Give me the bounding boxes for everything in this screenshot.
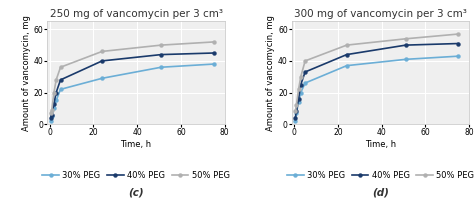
Line: 40% PEG: 40% PEG (49, 51, 216, 120)
40% PEG (296, 98, 301, 100)
50% PEG (344, 44, 349, 46)
50% PEG (211, 41, 217, 43)
30% PEG (49, 115, 55, 117)
50% PEG (99, 50, 105, 53)
40% PEG (99, 60, 105, 62)
30% PEG (293, 112, 299, 114)
Title: 300 mg of vancomycin per 3 cm³: 300 mg of vancomycin per 3 cm³ (294, 9, 467, 19)
40% PEG (292, 116, 298, 119)
40% PEG (302, 71, 308, 73)
30% PEG (456, 55, 461, 57)
50% PEG (158, 44, 164, 46)
40% PEG (51, 102, 57, 105)
40% PEG (48, 116, 54, 119)
30% PEG (51, 107, 57, 110)
Line: 30% PEG: 30% PEG (49, 62, 216, 123)
30% PEG (344, 64, 349, 67)
30% PEG (48, 120, 54, 122)
30% PEG (403, 58, 409, 61)
30% PEG (298, 91, 304, 94)
50% PEG (298, 75, 304, 78)
Line: 40% PEG: 40% PEG (293, 42, 460, 120)
30% PEG (58, 88, 64, 91)
50% PEG (302, 60, 308, 62)
50% PEG (48, 112, 54, 114)
40% PEG (456, 42, 461, 45)
30% PEG (292, 120, 298, 122)
30% PEG (211, 63, 217, 65)
50% PEG (403, 37, 409, 40)
40% PEG (403, 44, 409, 46)
Line: 30% PEG: 30% PEG (293, 54, 460, 123)
30% PEG (53, 99, 59, 102)
50% PEG (296, 88, 301, 91)
Y-axis label: Amount of vancomycin, mg: Amount of vancomycin, mg (266, 15, 275, 131)
50% PEG (53, 79, 59, 81)
50% PEG (292, 110, 298, 113)
50% PEG (51, 91, 57, 94)
Legend: 30% PEG, 40% PEG, 50% PEG: 30% PEG, 40% PEG, 50% PEG (39, 167, 233, 183)
30% PEG (158, 66, 164, 68)
40% PEG (293, 110, 299, 113)
50% PEG (456, 33, 461, 35)
X-axis label: Time, h: Time, h (120, 140, 152, 149)
40% PEG (344, 53, 349, 56)
30% PEG (99, 77, 105, 80)
40% PEG (49, 113, 55, 116)
Line: 50% PEG: 50% PEG (49, 40, 216, 115)
Text: (d): (d) (372, 188, 389, 198)
50% PEG (293, 104, 299, 106)
30% PEG (302, 82, 308, 84)
40% PEG (58, 79, 64, 81)
Text: (c): (c) (128, 188, 144, 198)
40% PEG (211, 52, 217, 54)
40% PEG (53, 91, 59, 94)
Line: 50% PEG: 50% PEG (293, 32, 460, 113)
40% PEG (158, 53, 164, 56)
X-axis label: Time, h: Time, h (365, 140, 396, 149)
50% PEG (58, 66, 64, 68)
50% PEG (49, 109, 55, 111)
40% PEG (298, 83, 304, 86)
Title: 250 mg of vancomycin per 3 cm³: 250 mg of vancomycin per 3 cm³ (49, 9, 222, 19)
30% PEG (296, 101, 301, 103)
Legend: 30% PEG, 40% PEG, 50% PEG: 30% PEG, 40% PEG, 50% PEG (283, 167, 474, 183)
Y-axis label: Amount of vancomycin, mg: Amount of vancomycin, mg (22, 15, 31, 131)
